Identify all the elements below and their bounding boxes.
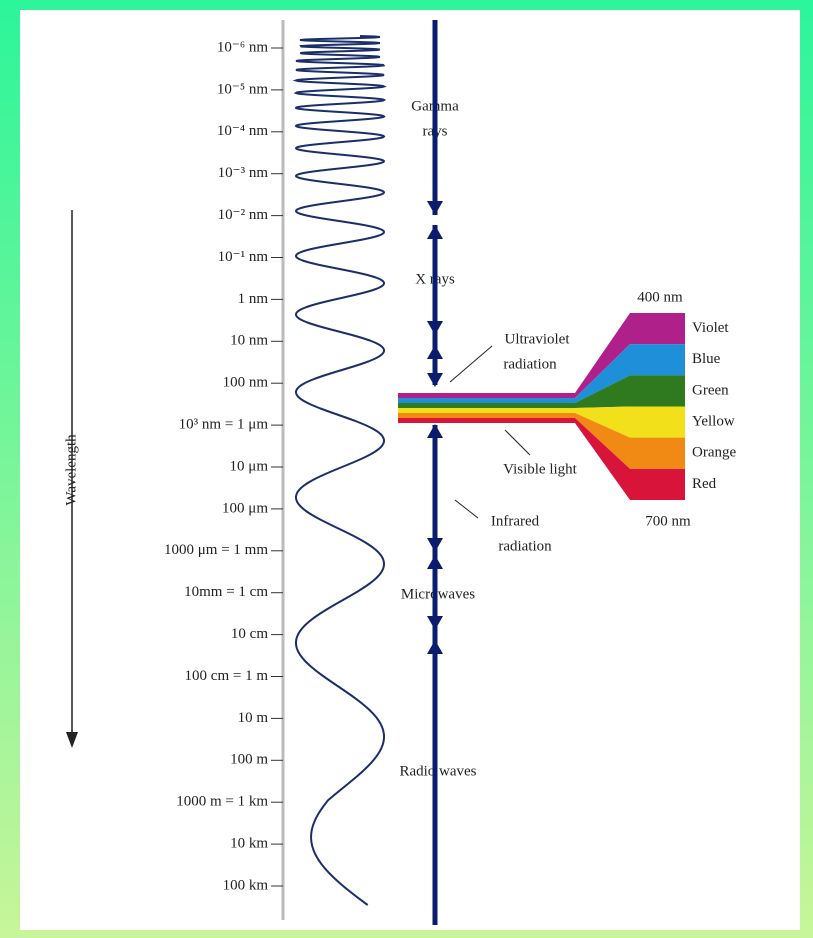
boundary-label: 700 nm <box>645 513 691 529</box>
color-label: Blue <box>692 351 721 367</box>
color-label: Red <box>692 476 717 492</box>
scale-label: 1000 μm = 1 mm <box>164 542 268 558</box>
band-label: radiation <box>503 356 557 372</box>
visible-band <box>398 406 685 438</box>
scale-label: 10⁻² nm <box>218 207 269 223</box>
arrow-down <box>427 373 443 387</box>
scale-label: 1 nm <box>238 291 269 307</box>
band-label: radiation <box>498 538 552 554</box>
scale-label: 10mm = 1 cm <box>184 584 268 600</box>
arrow-down <box>427 201 443 215</box>
scale-label: 100 nm <box>223 375 269 391</box>
scale-label: 100 cm = 1 m <box>185 668 269 684</box>
band-label: Radio waves <box>399 763 476 779</box>
arrow-up <box>427 225 443 239</box>
arrow-up <box>427 424 443 438</box>
scale-label: 10 cm <box>231 626 268 642</box>
scale-label: 10⁻⁴ nm <box>217 123 268 139</box>
scale-label: 10 km <box>230 836 268 852</box>
scale-label: 100 μm <box>222 500 268 516</box>
color-label: Yellow <box>692 414 735 430</box>
leader-line <box>504 429 531 456</box>
band-label: Visible light <box>503 461 578 477</box>
visible-band <box>398 344 685 403</box>
scale-label: 10⁻⁶ nm <box>217 39 268 55</box>
scale-label: 100 m <box>230 752 268 768</box>
arrow-up <box>427 555 443 569</box>
scale-label: 10 μm <box>230 458 269 474</box>
color-label: Orange <box>692 445 736 461</box>
arrow-up <box>427 345 443 359</box>
color-label: Violet <box>692 320 729 336</box>
arrow-down <box>427 616 443 630</box>
scale-label: 10 m <box>238 710 269 726</box>
scale-label: 10⁻³ nm <box>218 165 269 181</box>
band-label: Microwaves <box>401 586 475 602</box>
visible-band <box>398 375 685 408</box>
arrow-up <box>427 640 443 654</box>
arrow-down <box>427 321 443 335</box>
wave <box>292 35 387 906</box>
leader-line <box>449 345 493 383</box>
band-label: Ultraviolet <box>505 331 571 347</box>
visible-band <box>398 418 685 500</box>
leader-line <box>454 499 479 519</box>
scale-label: 10⁻¹ nm <box>218 249 269 265</box>
wavelength-arrowhead <box>66 732 78 748</box>
arrow-down <box>427 538 443 552</box>
axis-label: Wavelength <box>63 434 79 506</box>
scale-label: 10 nm <box>230 333 268 349</box>
visible-band <box>398 313 685 398</box>
color-label: Green <box>692 382 729 398</box>
scale-label: 1000 m = 1 km <box>176 794 268 810</box>
scale-label: 100 km <box>223 877 269 893</box>
scale-label: 10³ nm = 1 μm <box>179 417 269 433</box>
scale-label: 10⁻⁵ nm <box>217 81 268 97</box>
visible-band <box>398 413 685 469</box>
band-label: Infrared <box>491 513 540 529</box>
boundary-label: 400 nm <box>637 289 683 305</box>
